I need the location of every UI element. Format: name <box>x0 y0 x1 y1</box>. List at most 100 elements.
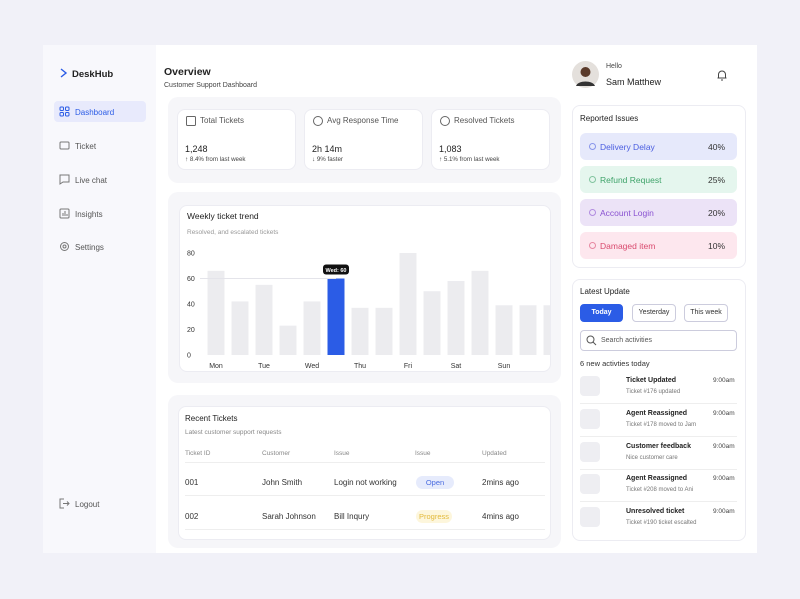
chart-card: Weekly ticket trend Resolved, and escala… <box>179 205 551 372</box>
column-header: Issue <box>415 450 431 457</box>
bar <box>519 305 537 355</box>
tab[interactable]: Yesterday <box>632 304 676 322</box>
nav-item[interactable]: Insights <box>54 203 146 224</box>
y-tick-label: 80 <box>187 251 195 258</box>
y-tick-label: 60 <box>187 276 195 283</box>
divider <box>580 435 737 437</box>
issue-row: Damaged item 10% <box>580 232 737 259</box>
update-icon <box>580 441 600 462</box>
stat-card <box>177 109 296 170</box>
tooltip: Wed: 60 <box>326 268 347 274</box>
update-time: 9:00am <box>713 409 735 417</box>
update-item: Unresolved ticket Ticket #190 ticket esca… <box>580 507 737 540</box>
bar <box>495 305 513 355</box>
search-box[interactable]: Search activities <box>580 330 737 351</box>
sidebar <box>43 45 156 553</box>
bar <box>207 270 225 355</box>
nav-label: Dashboard <box>75 108 115 117</box>
update-icon <box>580 507 600 528</box>
table-cell: 2mins ago <box>482 478 519 487</box>
update-item: Agent Reassigned Ticket #178 moved to Jam… <box>580 408 737 442</box>
bell[interactable] <box>716 69 728 81</box>
nav-item[interactable]: Dashboard <box>54 101 146 122</box>
stat-label: Resolved Tickets <box>454 116 515 125</box>
issue-row: Account Login 20% <box>580 199 737 226</box>
issue-row: Delivery Delay 40% <box>580 133 737 160</box>
logout[interactable]: Logout <box>54 493 146 514</box>
update-time: 9:00am <box>713 508 735 516</box>
update-detail: Ticket #190 ticket escalted <box>626 520 697 527</box>
stat-card <box>304 109 423 170</box>
update-icon <box>580 376 600 396</box>
x-tick-label: Sun <box>498 363 511 370</box>
user-name: Sam Matthew <box>606 77 662 87</box>
tab[interactable]: Today <box>580 304 623 322</box>
update-icon <box>580 474 600 495</box>
nav-label: Logout <box>75 500 100 509</box>
search-placeholder: Search activities <box>601 337 652 344</box>
issue-label: Account Login <box>600 208 654 218</box>
update-detail: Nice customer care <box>626 454 678 461</box>
nav-item[interactable]: Ticket <box>54 135 146 156</box>
issue-value: 40% <box>707 142 725 152</box>
stat-label: Total Tickets <box>200 116 245 125</box>
bar <box>447 281 465 355</box>
nav-item[interactable]: Settings <box>54 236 146 257</box>
tooltip-bg <box>323 264 349 275</box>
stat-value: 2h 14m <box>312 144 343 154</box>
update-time: 9:00am <box>713 377 735 384</box>
bar <box>399 253 417 355</box>
tab[interactable]: This week <box>684 304 728 322</box>
status-pill: Open <box>416 476 454 489</box>
stat-value: 1,083 <box>439 144 462 154</box>
nav-label: Ticket <box>75 142 97 151</box>
column-header: Customer <box>262 450 291 457</box>
column-header: Updated <box>482 450 507 457</box>
nav-label: Settings <box>75 243 104 252</box>
table-cell: 4mins ago <box>482 512 519 521</box>
column-header: Ticket ID <box>185 450 211 457</box>
x-tick-label: Tue <box>258 363 270 370</box>
bar <box>423 291 441 355</box>
bar <box>471 270 489 355</box>
avatar <box>572 61 599 88</box>
activity-count: 6 new activties today <box>580 359 650 368</box>
stat-value: 1,248 <box>185 144 208 154</box>
issue-dot <box>589 176 596 183</box>
nav-item[interactable]: Live chat <box>54 169 146 190</box>
issues-title: Reported Issues <box>580 114 639 123</box>
chart-subtitle: Resolved, and escalated tickets <box>187 229 279 236</box>
stat-label: Avg Response Time <box>327 116 399 125</box>
update-title: Agent Reassigned <box>626 409 688 417</box>
stat-icon <box>186 116 196 126</box>
update-item: Customer feedback Nice customer care 9:00a… <box>580 441 737 475</box>
status-pill: Progress <box>416 510 452 523</box>
table-cell: Sarah Johnson <box>262 512 316 521</box>
chart-title: Weekly ticket trend <box>187 211 259 221</box>
x-tick-label: Fri <box>404 363 413 370</box>
divider <box>580 468 737 470</box>
bar <box>255 284 273 355</box>
table-cell: Login not working <box>334 478 397 487</box>
page-subtitle: Customer Support Dashboard <box>164 82 257 89</box>
update-title: Unresolved ticket <box>626 508 685 516</box>
bar <box>543 305 550 355</box>
update-title: Customer feedback <box>626 442 691 450</box>
table-cell: 001 <box>185 478 199 487</box>
update-icon <box>580 408 600 429</box>
stat-icon <box>440 116 450 126</box>
table-card <box>178 406 551 540</box>
table-title: Recent Tickets <box>185 414 238 423</box>
page-title: Overview <box>164 66 211 78</box>
issue-value: 25% <box>707 175 725 185</box>
updates-card <box>572 279 746 541</box>
y-tick-label: 0 <box>187 353 191 360</box>
issue-row: Refund Request 25% <box>580 166 737 193</box>
y-tick-label: 20 <box>187 327 195 334</box>
table-cell: John Smith <box>262 478 303 487</box>
update-time: 9:00am <box>713 442 735 450</box>
update-detail: Ticket #208 moved to Ani <box>626 487 694 494</box>
bar <box>375 307 393 355</box>
bar <box>279 325 297 355</box>
update-item: Agent Reassigned Ticket #208 moved to Ani… <box>580 474 737 507</box>
